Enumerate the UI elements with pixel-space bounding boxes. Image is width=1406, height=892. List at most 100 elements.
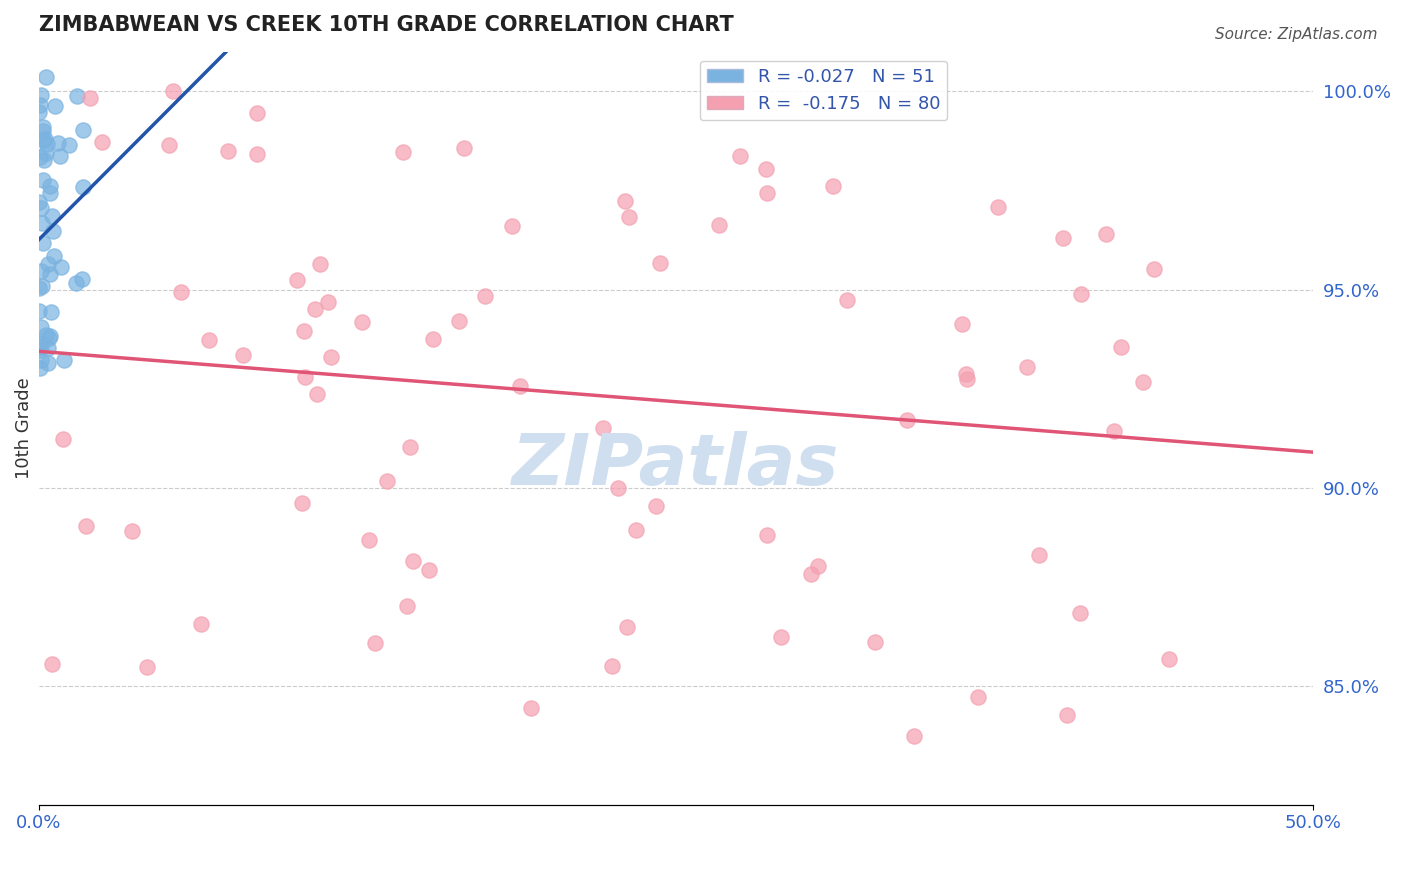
Point — [1052, 231, 1074, 245]
Point — [37, 356, 59, 370]
Point — [28, 281, 51, 295]
Point — [600, 658, 623, 673]
Point — [232, 348, 254, 362]
Point — [32, 124, 55, 138]
Point — [1028, 548, 1050, 562]
Point — [30, 360, 52, 375]
Point — [37, 341, 59, 355]
Text: Source: ZipAtlas.com: Source: ZipAtlas.com — [1215, 27, 1378, 42]
Text: ZIMBABWEAN VS CREEK 10TH GRADE CORRELATION CHART: ZIMBABWEAN VS CREEK 10TH GRADE CORRELATI… — [38, 15, 734, 35]
Point — [39, 186, 62, 200]
Point — [32, 133, 55, 147]
Point — [418, 564, 440, 578]
Point — [39, 305, 62, 319]
Point — [821, 179, 844, 194]
Point — [402, 554, 425, 568]
Point — [307, 387, 329, 401]
Point — [755, 162, 778, 177]
Point — [79, 91, 101, 105]
Point — [756, 186, 779, 200]
Point — [1132, 375, 1154, 389]
Point — [728, 148, 751, 162]
Point — [624, 524, 647, 538]
Point — [30, 340, 52, 354]
Point — [1142, 262, 1164, 277]
Point — [190, 616, 212, 631]
Point — [285, 273, 308, 287]
Point — [44, 249, 66, 263]
Point — [246, 105, 269, 120]
Point — [38, 331, 60, 345]
Point — [474, 288, 496, 302]
Point — [800, 566, 823, 581]
Point — [246, 147, 269, 161]
Point — [903, 729, 925, 743]
Y-axis label: 10th Grade: 10th Grade — [15, 377, 32, 479]
Point — [121, 524, 143, 539]
Point — [31, 216, 53, 230]
Point — [950, 317, 973, 331]
Point — [1069, 607, 1091, 621]
Point — [46, 136, 69, 150]
Point — [707, 218, 730, 232]
Point — [967, 690, 990, 704]
Point — [162, 84, 184, 98]
Point — [72, 123, 94, 137]
Point — [30, 335, 52, 350]
Point — [32, 235, 55, 250]
Point — [509, 379, 531, 393]
Point — [41, 657, 63, 672]
Point — [987, 200, 1010, 214]
Point — [955, 367, 977, 381]
Point — [357, 533, 380, 548]
Point — [1109, 340, 1132, 354]
Point — [606, 482, 628, 496]
Point — [53, 352, 76, 367]
Point — [1015, 360, 1038, 375]
Point — [304, 302, 326, 317]
Point — [644, 499, 666, 513]
Point — [52, 433, 75, 447]
Point — [35, 146, 58, 161]
Point — [350, 315, 373, 329]
Point — [217, 144, 239, 158]
Point — [32, 173, 55, 187]
Point — [72, 180, 94, 194]
Point — [28, 105, 51, 120]
Point — [35, 327, 58, 342]
Point — [135, 660, 157, 674]
Point — [70, 272, 93, 286]
Point — [58, 137, 80, 152]
Point — [39, 329, 62, 343]
Point — [422, 332, 444, 346]
Point — [28, 195, 51, 210]
Point — [835, 293, 858, 308]
Point — [30, 320, 52, 334]
Point — [1102, 424, 1125, 438]
Point — [30, 201, 52, 215]
Point — [375, 474, 398, 488]
Point — [28, 343, 51, 357]
Point — [39, 267, 62, 281]
Point — [399, 441, 422, 455]
Point — [956, 372, 979, 386]
Point — [616, 620, 638, 634]
Point — [35, 70, 58, 84]
Point — [39, 178, 62, 193]
Point — [1094, 227, 1116, 241]
Point — [865, 634, 887, 648]
Point — [648, 255, 671, 269]
Point — [806, 559, 828, 574]
Point — [30, 88, 52, 103]
Point — [32, 120, 55, 135]
Point — [75, 518, 97, 533]
Point — [30, 352, 52, 367]
Point — [42, 224, 65, 238]
Point — [447, 313, 470, 327]
Point — [30, 150, 52, 164]
Point — [363, 636, 385, 650]
Point — [41, 209, 63, 223]
Point — [613, 194, 636, 209]
Point — [321, 350, 343, 364]
Point — [34, 132, 56, 146]
